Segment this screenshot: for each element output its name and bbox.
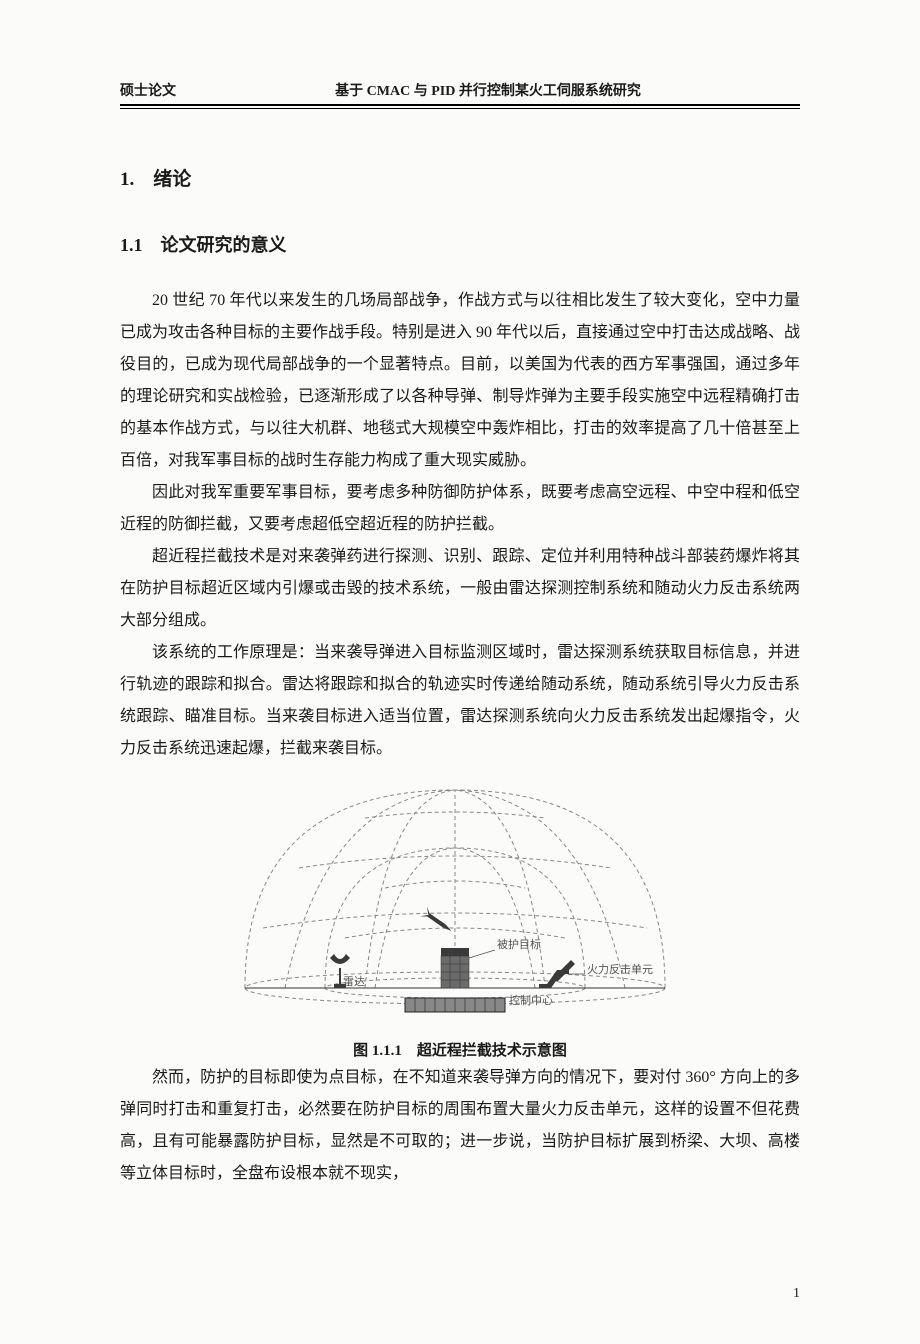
paragraph: 该系统的工作原理是：当来袭导弹进入目标监测区域时，雷达探测系统获取目标信息，并进…	[120, 637, 800, 765]
running-head-rule	[120, 108, 800, 109]
dome-svg	[225, 773, 695, 1033]
label-fire: 火力反击单元	[587, 961, 653, 977]
section-number: 1.1	[120, 235, 143, 255]
section-title: 1.1 论文研究的意义	[120, 231, 800, 257]
label-control: 控制中心	[509, 992, 553, 1008]
target-icon	[441, 948, 469, 988]
paragraph: 超近程拦截技术是对来袭弹药进行探测、识别、跟踪、定位并利用特种战斗部装药爆炸将其…	[120, 541, 800, 637]
running-head-center: 基于 CMAC 与 PID 并行控制某火工伺服系统研究	[335, 80, 641, 100]
label-radar: 雷达	[343, 973, 365, 989]
running-head: 硕士论文 基于 CMAC 与 PID 并行控制某火工伺服系统研究	[120, 80, 800, 106]
label-target: 被护目标	[497, 936, 541, 952]
missile-icon	[420, 906, 455, 935]
control-center-icon	[405, 998, 505, 1012]
figure-caption: 图 1.1.1 超近程拦截技术示意图	[353, 1039, 567, 1060]
dome-meridian	[455, 790, 625, 988]
page: 硕士论文 基于 CMAC 与 PID 并行控制某火工伺服系统研究 1. 绪论 1…	[0, 0, 920, 1344]
figure-block: 雷达 被护目标 火力反击单元 控制中心 图 1.1.1 超近程拦截技术示意图	[120, 773, 800, 1060]
section-text: 论文研究的意义	[161, 235, 287, 255]
paragraph: 然而，防护的目标即使为点目标，在不知道来袭导弹方向的情况下，要对付 360° 方…	[120, 1062, 800, 1190]
chapter-title: 1. 绪论	[120, 164, 800, 191]
page-number: 1	[793, 1286, 800, 1302]
dome-meridian	[285, 790, 455, 988]
running-head-left: 硕士论文	[120, 80, 176, 100]
paragraph: 因此对我军重要军事目标，要考虑多种防御防护体系，既要考虑高空远程、中空中程和低空…	[120, 477, 800, 541]
figure-diagram: 雷达 被护目标 火力反击单元 控制中心	[225, 773, 695, 1033]
paragraph: 20 世纪 70 年代以来发生的几场局部战争，作战方式与以往相比发生了较大变化，…	[120, 285, 800, 477]
target-leader	[469, 950, 495, 958]
